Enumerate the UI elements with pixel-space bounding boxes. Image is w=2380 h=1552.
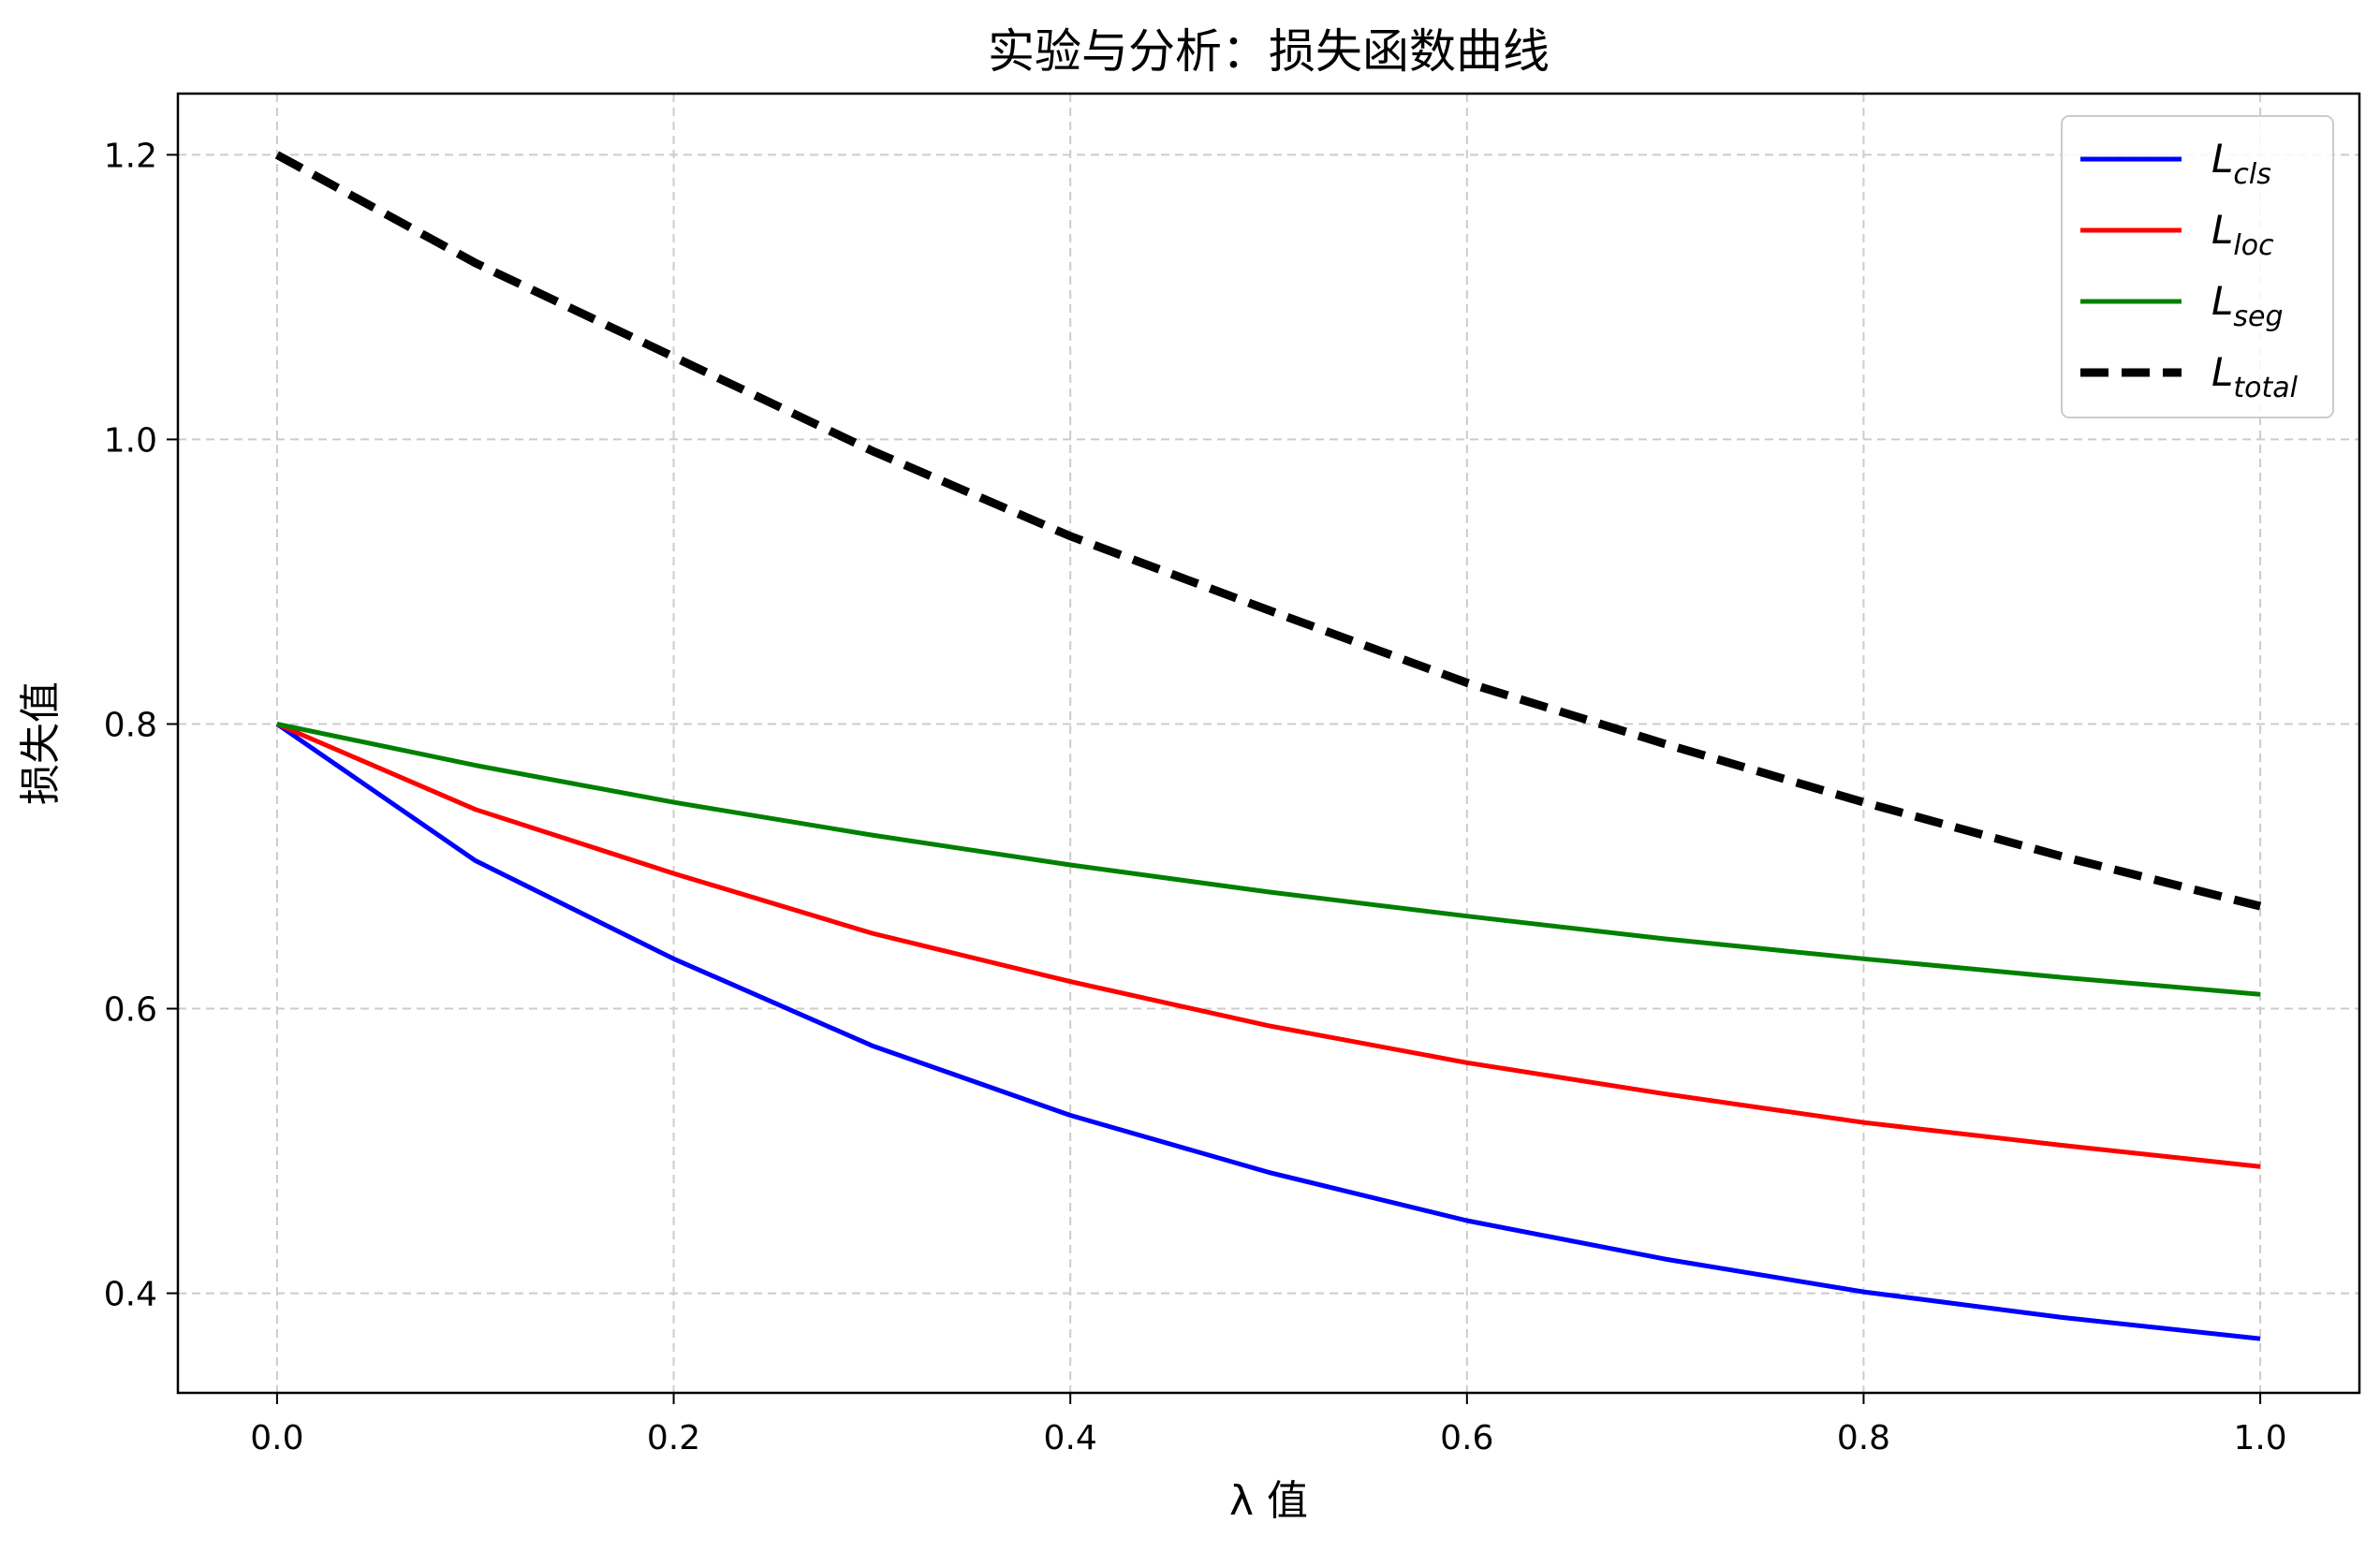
y-tick-label: 1.0 — [104, 421, 157, 460]
series-line-seg — [276, 722, 2261, 997]
legend-label-loc: Lloc — [2211, 207, 2274, 262]
x-tick-label: 1.0 — [2233, 1419, 2286, 1457]
y-tick-label: 1.2 — [104, 137, 157, 175]
series-line-cls — [275, 722, 2261, 1341]
legend-label-base: L — [2211, 349, 2233, 395]
chart-title: 实验与分析：损失函数曲线 — [988, 24, 1550, 79]
legend-label-subscript: cls — [2233, 158, 2270, 191]
y-axis-ticks: 0.4 0.6 0.8 1.0 1.2 — [104, 137, 178, 1314]
legend-label-total: Ltotal — [2211, 349, 2299, 404]
y-axis-label: 损失值 — [17, 681, 65, 805]
y-tick-label: 0.6 — [104, 991, 157, 1030]
legend-box — [2061, 115, 2334, 418]
series-layer — [274, 151, 2262, 1341]
legend-label-base: L — [2211, 207, 2233, 253]
series-line-loc — [275, 722, 2261, 1169]
legend-label-base: L — [2211, 278, 2233, 324]
x-tick-label: 0.8 — [1837, 1419, 1890, 1457]
x-tick-label: 0.2 — [647, 1419, 700, 1457]
legend-label-base: L — [2211, 136, 2233, 182]
x-axis-label: λ 值 — [1229, 1477, 1308, 1525]
x-axis-ticks: 0.0 0.2 0.4 0.6 0.8 1.0 — [250, 1393, 2287, 1457]
legend-label-subscript: total — [2233, 372, 2298, 404]
legend-label-cls: Lcls — [2211, 136, 2271, 191]
plot-area-frame — [176, 92, 2361, 1395]
y-tick-label: 0.4 — [104, 1276, 157, 1314]
series-line-total — [274, 151, 2262, 911]
legend-label-subscript: loc — [2233, 229, 2274, 262]
y-tick-label: 0.8 — [104, 706, 157, 744]
x-tick-label: 0.4 — [1044, 1419, 1097, 1457]
x-tick-label: 0.6 — [1440, 1419, 1493, 1457]
x-tick-label: 0.0 — [250, 1419, 303, 1457]
legend-label-subscript: seg — [2233, 300, 2283, 333]
legend-label-seg: Lseg — [2211, 278, 2284, 333]
